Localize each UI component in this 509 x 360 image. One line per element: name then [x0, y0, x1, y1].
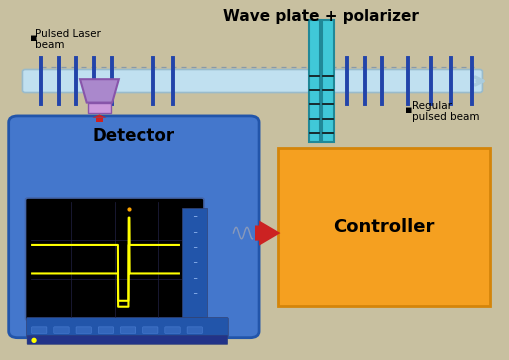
FancyBboxPatch shape [322, 20, 333, 142]
Polygon shape [92, 114, 106, 118]
FancyBboxPatch shape [88, 103, 110, 113]
Text: Detector: Detector [93, 127, 175, 145]
Text: ─: ─ [192, 215, 196, 220]
FancyBboxPatch shape [277, 148, 489, 306]
FancyBboxPatch shape [143, 327, 158, 333]
FancyBboxPatch shape [164, 327, 180, 333]
FancyBboxPatch shape [308, 20, 319, 142]
Text: ─: ─ [192, 261, 196, 266]
Text: ─: ─ [192, 292, 196, 297]
Polygon shape [80, 79, 119, 103]
Text: Wave plate + polarizer: Wave plate + polarizer [223, 9, 418, 24]
Text: Controller: Controller [332, 218, 434, 236]
Text: Regular
pulsed beam: Regular pulsed beam [411, 101, 478, 122]
FancyBboxPatch shape [187, 327, 202, 333]
FancyBboxPatch shape [26, 318, 228, 337]
FancyBboxPatch shape [32, 327, 47, 333]
FancyBboxPatch shape [22, 69, 482, 93]
Text: ●: ● [31, 337, 37, 343]
FancyBboxPatch shape [120, 327, 135, 333]
Text: ─: ─ [192, 230, 196, 235]
Text: Pulsed Laser
beam: Pulsed Laser beam [35, 29, 100, 50]
FancyBboxPatch shape [25, 198, 204, 320]
FancyBboxPatch shape [76, 327, 91, 333]
FancyBboxPatch shape [27, 335, 228, 345]
FancyBboxPatch shape [54, 327, 69, 333]
Polygon shape [254, 220, 280, 246]
Text: ─: ─ [192, 277, 196, 282]
Text: ─: ─ [192, 246, 196, 251]
FancyBboxPatch shape [182, 207, 206, 317]
Text: ▪: ▪ [30, 33, 37, 43]
FancyBboxPatch shape [98, 327, 114, 333]
Text: ▪: ▪ [405, 105, 412, 115]
FancyBboxPatch shape [9, 116, 259, 338]
FancyBboxPatch shape [96, 118, 102, 122]
